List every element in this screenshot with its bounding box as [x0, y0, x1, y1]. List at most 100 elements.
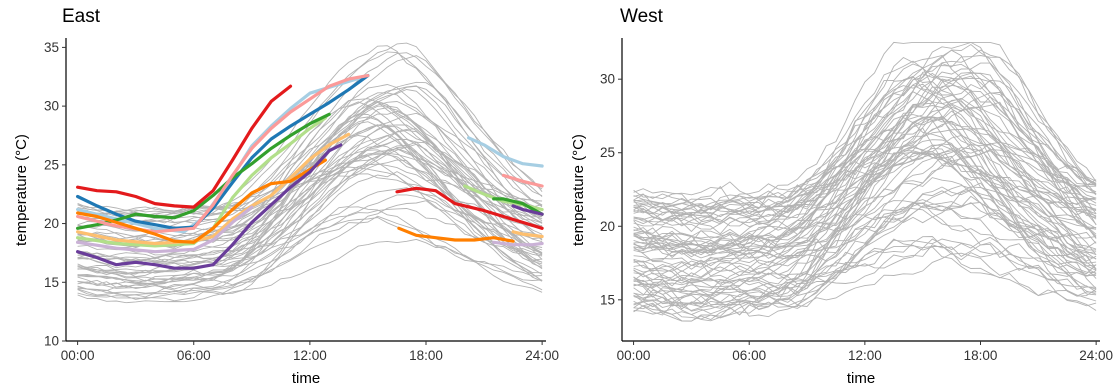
background-series-line — [633, 238, 1097, 307]
background-series-line — [633, 245, 1097, 322]
y-tick-label: 15 — [600, 292, 615, 307]
east-y-ticks: 10 15 20 25 30 35 — [44, 40, 66, 349]
background-series-line — [77, 107, 543, 285]
east-highlight-lines — [76, 74, 544, 270]
west-x-ticks: 00:00 06:00 12:00 18:00 24:00 — [617, 341, 1113, 363]
background-series-line — [77, 215, 543, 292]
background-series-line — [77, 124, 543, 224]
background-series-line — [77, 135, 543, 256]
west-y-ticks: 15 20 25 30 — [600, 72, 622, 307]
background-series-line — [633, 128, 1097, 227]
highlight-series-line — [467, 136, 544, 168]
x-tick-label: 06:00 — [732, 348, 766, 363]
y-tick-label: 10 — [44, 334, 59, 349]
east-panel: East 10 15 20 25 30 35 00:00 06:00 12:00 18:00 24… — [13, 6, 559, 387]
y-tick-label: 25 — [600, 145, 615, 160]
background-series-line — [633, 149, 1097, 296]
y-tick-label: 30 — [600, 72, 615, 87]
x-tick-label: 18:00 — [964, 348, 998, 363]
x-tick-label: 00:00 — [617, 348, 651, 363]
highlight-series-line — [492, 240, 544, 247]
background-series-line — [633, 200, 1097, 259]
highlight-series-line — [492, 197, 544, 216]
east-x-ticks: 00:00 06:00 12:00 18:00 24:00 — [61, 341, 559, 363]
highlight-series-line — [511, 204, 544, 216]
background-series-line — [633, 195, 1097, 273]
background-series-line — [633, 84, 1097, 217]
background-series-line — [77, 159, 543, 298]
x-tick-label: 06:00 — [177, 348, 211, 363]
y-tick-label: 20 — [600, 219, 615, 234]
highlight-series-line — [76, 116, 327, 248]
highlight-series-line — [395, 186, 544, 230]
background-series-line — [633, 114, 1097, 316]
x-tick-label: 18:00 — [409, 348, 443, 363]
background-series-line — [633, 243, 1097, 300]
background-series-line — [633, 186, 1097, 279]
x-tick-label: 12:00 — [848, 348, 882, 363]
background-series-line — [633, 201, 1097, 283]
background-series-line — [633, 202, 1097, 267]
highlight-series-line — [76, 205, 254, 254]
background-series-line — [77, 92, 543, 223]
background-series-line — [633, 83, 1097, 243]
highlight-series-line — [501, 173, 544, 188]
highlight-series-line — [397, 226, 515, 243]
highlight-series-line — [76, 84, 293, 209]
west-x-axis-label: time — [847, 370, 875, 387]
background-series-line — [633, 55, 1097, 239]
west-title: West — [620, 6, 664, 27]
background-series-line — [633, 110, 1097, 209]
background-series-line — [77, 200, 543, 300]
background-series-line — [633, 54, 1097, 233]
background-series-line — [633, 149, 1097, 213]
y-tick-label: 30 — [44, 99, 59, 114]
highlight-series-line — [511, 230, 544, 239]
x-tick-label: 24:00 — [525, 348, 559, 363]
background-series-line — [633, 144, 1097, 316]
x-tick-label: 12:00 — [293, 348, 327, 363]
highlight-series-line — [76, 143, 343, 270]
background-series-line — [77, 152, 543, 212]
east-y-axis-label: temperature (°C) — [13, 134, 30, 246]
background-series-line — [77, 129, 543, 263]
background-series-line — [633, 97, 1097, 202]
background-series-line — [633, 76, 1097, 208]
west-y-axis-label: temperature (°C) — [570, 134, 587, 246]
background-series-line — [633, 72, 1097, 250]
x-tick-label: 24:00 — [1079, 348, 1113, 363]
background-series-line — [633, 84, 1097, 256]
background-series-line — [633, 250, 1097, 309]
background-series-line — [633, 152, 1097, 217]
y-tick-label: 20 — [44, 216, 59, 231]
background-series-line — [77, 208, 543, 259]
background-series-line — [633, 60, 1097, 254]
background-series-line — [77, 112, 543, 215]
background-series-line — [77, 105, 543, 285]
background-series-line — [633, 79, 1097, 282]
background-series-line — [77, 138, 543, 275]
x-tick-label: 00:00 — [61, 348, 95, 363]
background-series-line — [633, 148, 1097, 245]
background-series-line — [633, 115, 1097, 235]
background-series-line — [633, 63, 1097, 248]
background-series-line — [77, 155, 543, 273]
background-series-line — [633, 49, 1097, 227]
background-series-line — [633, 92, 1097, 230]
background-series-line — [633, 49, 1097, 223]
background-series-line — [77, 206, 543, 294]
background-series-line — [633, 72, 1097, 209]
background-series-line — [633, 143, 1097, 320]
highlight-series-line — [76, 158, 327, 244]
background-series-line — [77, 138, 543, 282]
background-series-line — [77, 238, 543, 302]
y-tick-label: 15 — [44, 275, 59, 290]
background-series-line — [633, 127, 1097, 308]
y-tick-label: 35 — [44, 40, 59, 55]
highlight-series-line — [76, 74, 370, 234]
east-title: East — [62, 6, 101, 27]
background-series-line — [633, 77, 1097, 257]
background-series-line — [633, 236, 1097, 308]
highlight-series-line — [76, 112, 331, 230]
